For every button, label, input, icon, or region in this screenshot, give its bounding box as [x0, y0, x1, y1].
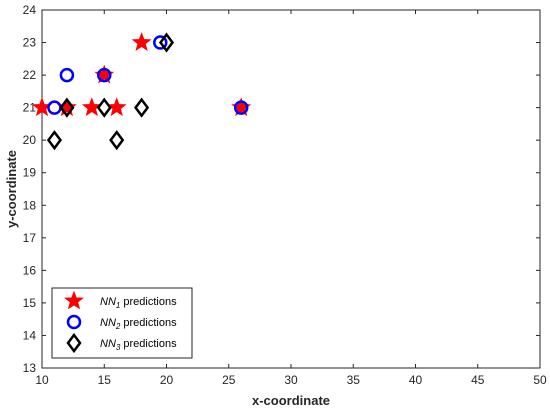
y-tick-label: 23 [23, 36, 37, 50]
x-tick-label: 40 [409, 373, 423, 387]
legend-series-suffix: predictions [120, 317, 177, 329]
diamond-marker-point [59, 97, 75, 118]
y-tick-label: 14 [23, 328, 37, 342]
star-marker-point [131, 32, 152, 51]
x-axis-ticks: 10 15 20 25 30 35 40 45 50 [35, 10, 547, 387]
legend-circle-icon [66, 314, 82, 330]
diamond-marker-point [46, 130, 63, 151]
x-tick-label: 45 [471, 373, 485, 387]
x-tick-label: 35 [347, 373, 361, 387]
y-axis-label: y-coordinate [4, 150, 19, 228]
legend-diamond-icon [66, 332, 82, 354]
legend-label-3: NN3 predictions [100, 338, 177, 352]
star-marker-point [81, 97, 102, 117]
legend-series-subscript: 3 [116, 343, 121, 352]
y-tick-label: 16 [23, 263, 37, 277]
legend-star-icon [64, 290, 84, 310]
y-tick-label: 21 [23, 101, 37, 115]
diamond-marker-point [109, 130, 125, 151]
diamond-marker-point [96, 97, 112, 118]
circle-marker-point [233, 100, 249, 115]
y-tick-label: 18 [23, 198, 37, 212]
x-tick-label: 20 [160, 373, 174, 387]
x-tick-label: 15 [98, 373, 112, 387]
x-tick-label: 10 [35, 373, 49, 387]
circle-marker-point [59, 67, 75, 83]
data-series [32, 32, 252, 151]
x-tick-label: 25 [222, 373, 236, 387]
y-tick-label: 22 [23, 68, 37, 82]
star-marker-point [106, 97, 127, 117]
diamond-marker-point [134, 97, 150, 118]
y-tick-label: 24 [23, 3, 37, 17]
legend-label-2: NN2 predictions [100, 317, 177, 331]
legend-series-subscript: 1 [116, 301, 120, 310]
y-tick-label: 15 [23, 296, 37, 310]
legend-series-suffix: predictions [120, 338, 177, 350]
diamond-marker-point [158, 32, 175, 53]
circle-marker-point [97, 67, 112, 83]
x-tick-label: 50 [533, 373, 547, 387]
legend-series-name: NN [100, 338, 116, 350]
legend-series-suffix: predictions [120, 296, 177, 308]
y-tick-label: 13 [23, 361, 37, 375]
y-tick-label: 19 [23, 166, 37, 180]
series-2 [47, 35, 249, 115]
legend-series-name: NN [100, 317, 116, 329]
legend-label-1: NN1 predictions [100, 296, 177, 310]
x-tick-label: 30 [284, 373, 298, 387]
series-3 [46, 32, 175, 151]
legend-series-subscript: 2 [115, 322, 121, 331]
y-tick-label: 17 [23, 231, 37, 245]
x-axis-label: x-coordinate [252, 393, 330, 408]
circle-marker-point [153, 35, 168, 50]
y-tick-label: 20 [23, 133, 37, 147]
legend-series-name: NN [100, 296, 116, 308]
